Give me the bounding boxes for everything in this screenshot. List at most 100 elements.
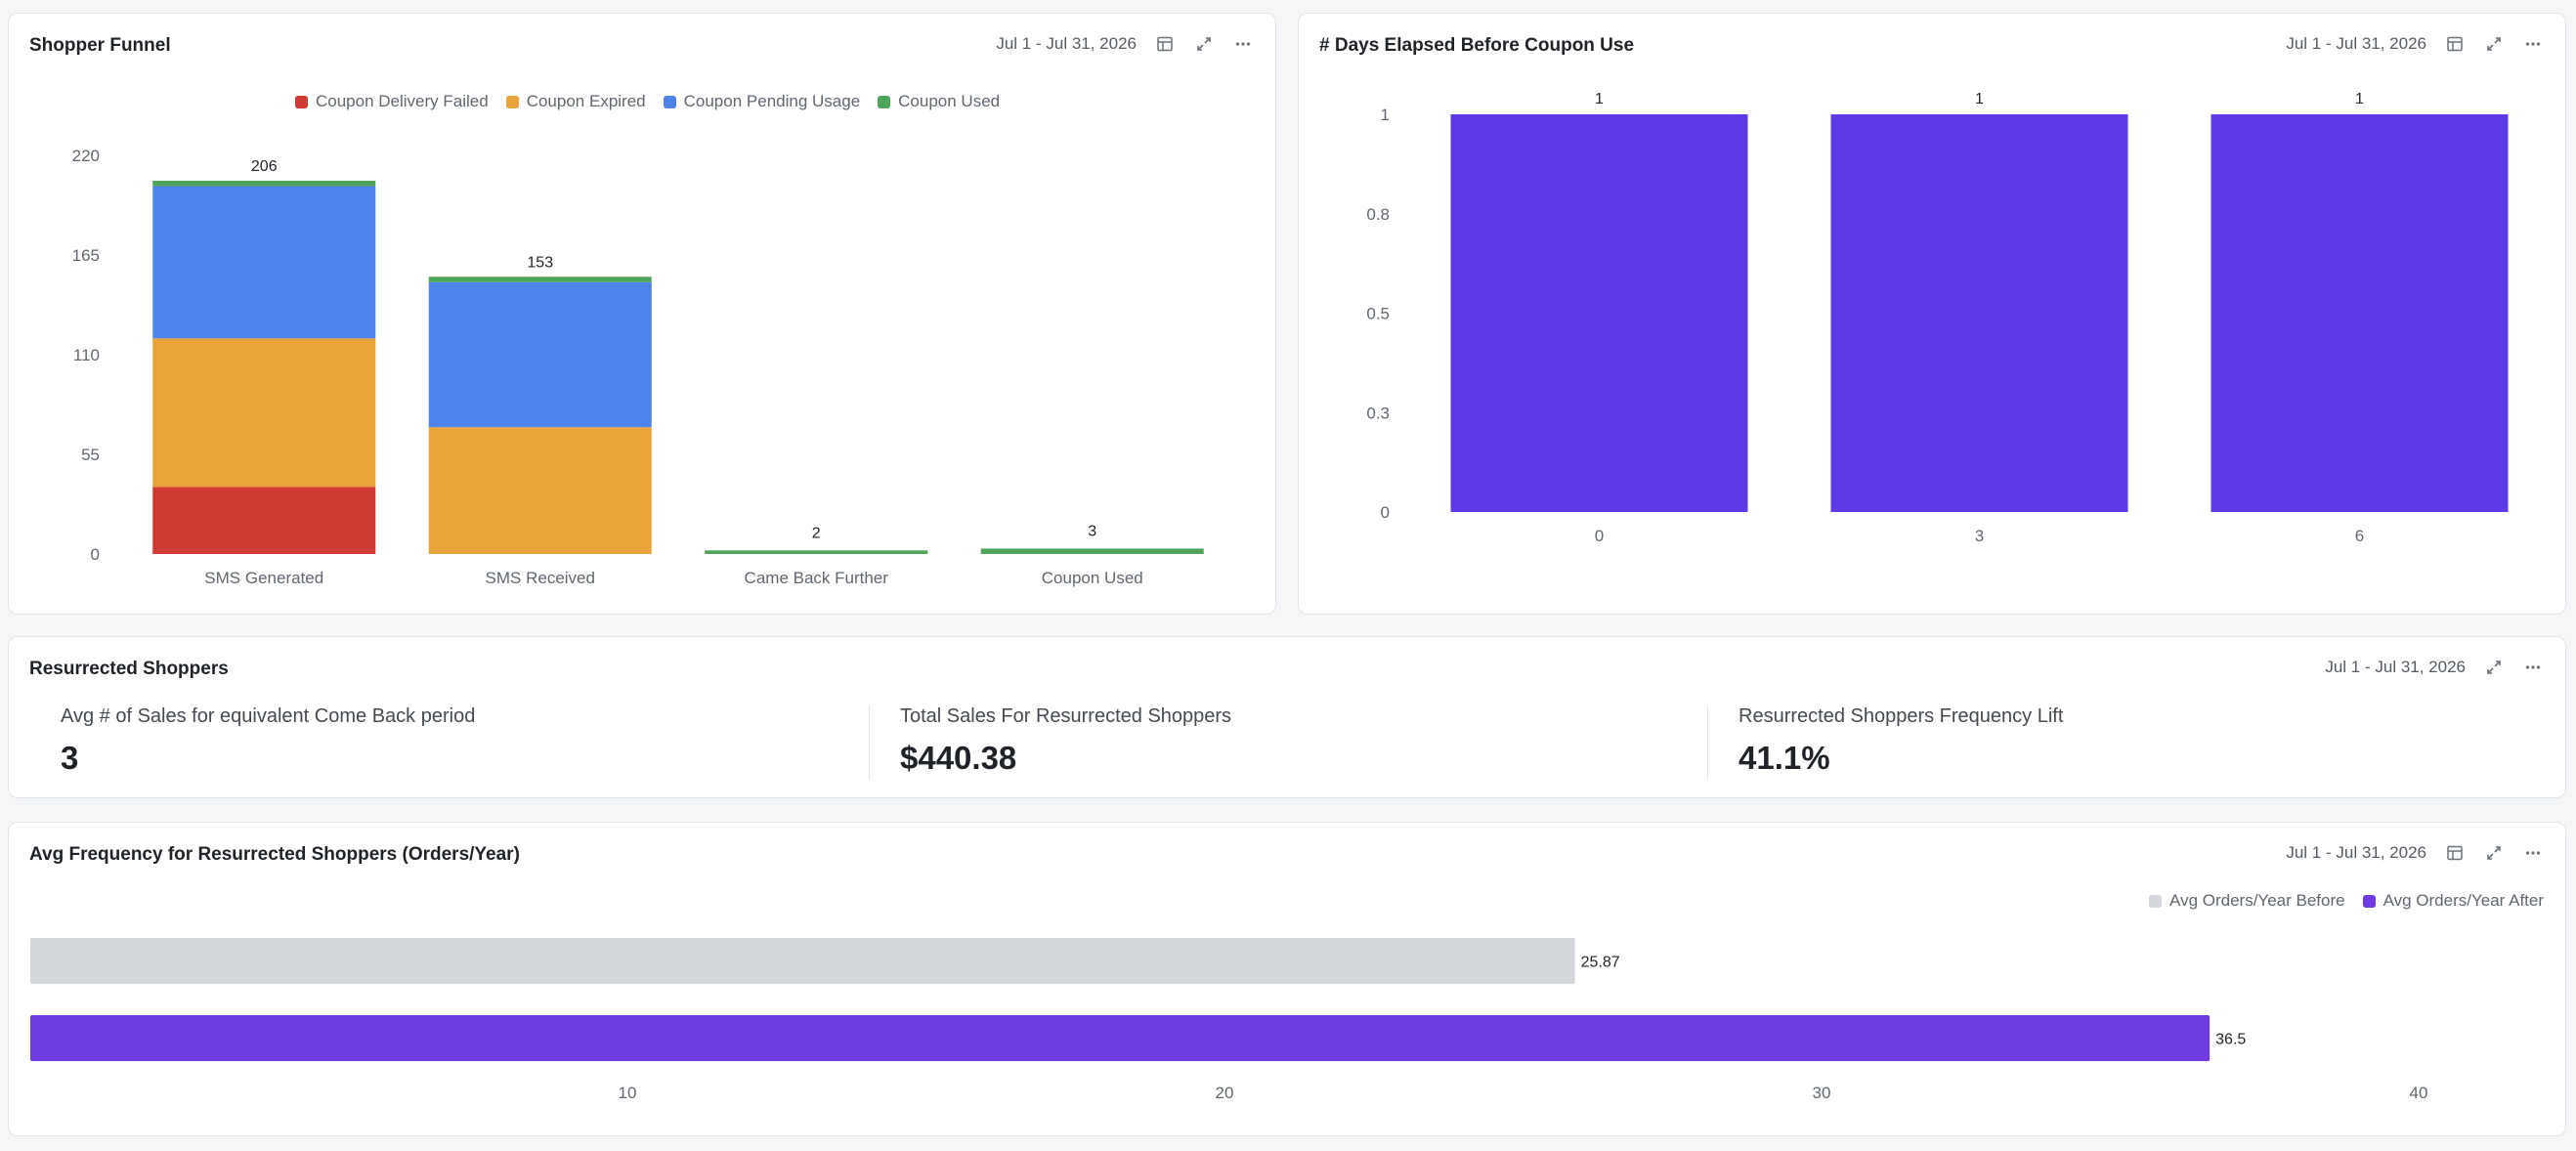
legend-item-after[interactable]: Avg Orders/Year After (2362, 891, 2544, 911)
x-tick-label: 10 (619, 1084, 637, 1102)
avg-frequency-chart: 25.87 36.5 10 20 30 40 (30, 938, 2428, 1102)
legend-item-delivery-failed[interactable]: Coupon Delivery Failed (295, 92, 489, 111)
kpi-value: 41.1% (1739, 740, 1830, 776)
card-title: Avg Frequency for Resurrected Shoppers (… (29, 844, 520, 865)
legend-item-expired[interactable]: Coupon Expired (505, 92, 646, 111)
legend-swatch (295, 95, 308, 108)
bar (30, 1015, 2211, 1061)
x-tick-label: Coupon Used (1042, 569, 1143, 587)
days-elapsed-card: # Days Elapsed Before Coupon Use Jul 1 -… (1298, 13, 2566, 615)
y-tick-label: 0 (1381, 503, 1390, 522)
more-icon[interactable] (2522, 657, 2544, 678)
kpi-value: $440.38 (900, 740, 1017, 776)
avg-frequency-card: Avg Frequency for Resurrected Shoppers (… (8, 822, 2566, 1136)
date-range[interactable]: Jul 1 - Jul 31, 2026 (2286, 34, 2426, 53)
y-tick-label: 0 (91, 545, 100, 564)
kpi-divider (1707, 705, 1708, 780)
x-tick-label: SMS Received (486, 569, 595, 587)
y-tick-label: 1 (1381, 106, 1390, 124)
legend-swatch (878, 95, 891, 108)
x-tick-label: 30 (1813, 1084, 1831, 1102)
bar-value-label: 25.87 (1581, 955, 1620, 971)
legend-item-pending[interactable]: Coupon Pending Usage (663, 92, 861, 111)
bar-value-label: 36.5 (2215, 1032, 2246, 1048)
date-range[interactable]: Jul 1 - Jul 31, 2026 (2325, 658, 2466, 676)
legend-swatch (2149, 894, 2163, 908)
bar-segment (152, 487, 376, 554)
x-tick-label: 0 (1595, 527, 1604, 545)
more-icon[interactable] (1232, 33, 1254, 55)
kpi-label: Total Sales For Resurrected Shoppers (900, 705, 1232, 727)
bar-segment (152, 180, 376, 187)
y-tick-label: 110 (73, 346, 100, 364)
card-toolbar: Jul 1 - Jul 31, 2026 (996, 33, 1254, 55)
x-tick-label: 3 (1975, 527, 1984, 545)
legend-swatch (663, 95, 676, 108)
table-icon[interactable] (2444, 33, 2466, 55)
date-range[interactable]: Jul 1 - Jul 31, 2026 (2286, 843, 2426, 862)
x-tick-label: Came Back Further (745, 569, 889, 587)
bar-segment (428, 281, 652, 428)
chart-legend: Coupon Delivery Failed Coupon Expired Co… (295, 92, 1000, 111)
card-title: Shopper Funnel (29, 35, 171, 56)
y-tick-label: 0.3 (1366, 404, 1390, 422)
x-tick-label: 40 (2410, 1084, 2428, 1102)
kpi-frequency-lift: Resurrected Shoppers Frequency Lift 41.1… (1739, 705, 2063, 777)
bar (30, 938, 1575, 984)
card-toolbar: Jul 1 - Jul 31, 2026 (2325, 657, 2544, 678)
y-tick-label: 0.5 (1366, 305, 1390, 323)
date-range[interactable]: Jul 1 - Jul 31, 2026 (996, 34, 1137, 53)
legend-item-used[interactable]: Coupon Used (878, 92, 1000, 111)
expand-icon[interactable] (2483, 657, 2505, 678)
y-tick-label: 220 (72, 147, 100, 165)
bar-segment (980, 548, 1204, 554)
bar-total-label: 206 (251, 158, 278, 175)
kpi-total-sales: Total Sales For Resurrected Shoppers $44… (900, 705, 1231, 777)
bar-segment (705, 550, 928, 554)
expand-icon[interactable] (2483, 33, 2505, 55)
legend-label: Avg Orders/Year After (2383, 891, 2544, 910)
kpi-avg-sales: Avg # of Sales for equivalent Come Back … (61, 705, 475, 777)
legend-label: Coupon Pending Usage (683, 92, 861, 110)
legend-swatch (2362, 894, 2376, 908)
days-elapsed-chart: 0 0.3 0.5 0.8 1 1 0 1 3 1 6 (1366, 91, 2509, 545)
shopper-funnel-chart: 0 55 110 165 220 206 SMS Generated 153 SMS Recei… (72, 147, 1204, 587)
bar-value-label: 1 (2355, 91, 2364, 107)
y-tick-label: 165 (72, 246, 100, 265)
kpi-value: 3 (61, 740, 79, 776)
legend-label: Coupon Expired (526, 92, 646, 110)
x-tick-label: 6 (2355, 527, 2364, 545)
bar-value-label: 1 (1595, 91, 1604, 107)
card-toolbar: Jul 1 - Jul 31, 2026 (2286, 842, 2544, 864)
bar-segment (428, 427, 652, 554)
x-tick-label: SMS Generated (204, 569, 323, 587)
table-icon[interactable] (1154, 33, 1176, 55)
card-title: Resurrected Shoppers (29, 659, 229, 679)
kpi-divider (869, 705, 870, 780)
y-tick-label: 0.8 (1366, 205, 1390, 224)
expand-icon[interactable] (1193, 33, 1215, 55)
legend-label: Coupon Used (898, 92, 1001, 110)
more-icon[interactable] (2522, 842, 2544, 864)
y-tick-label: 55 (81, 446, 100, 464)
card-toolbar: Jul 1 - Jul 31, 2026 (2286, 33, 2544, 55)
legend-label: Avg Orders/Year Before (2169, 891, 2345, 910)
bar (2211, 114, 2509, 512)
resurrected-shoppers-card: Resurrected Shoppers Jul 1 - Jul 31, 202… (8, 636, 2566, 798)
kpi-label: Avg # of Sales for equivalent Come Back … (61, 705, 476, 727)
x-tick-label: 20 (1216, 1084, 1234, 1102)
bar-total-label: 153 (527, 254, 553, 271)
table-icon[interactable] (2444, 842, 2466, 864)
bar (1450, 114, 1748, 512)
kpi-label: Resurrected Shoppers Frequency Lift (1739, 705, 2064, 727)
bar-segment (152, 338, 376, 488)
legend-item-before[interactable]: Avg Orders/Year Before (2149, 891, 2345, 911)
more-icon[interactable] (2522, 33, 2544, 55)
bar-value-label: 1 (1975, 91, 1984, 107)
expand-icon[interactable] (2483, 842, 2505, 864)
shopper-funnel-card: Shopper Funnel Jul 1 - Jul 31, 2026 Coup… (8, 13, 1276, 615)
bar-total-label: 3 (1088, 523, 1096, 539)
chart-legend: Avg Orders/Year Before Avg Orders/Year A… (2149, 891, 2544, 911)
bar-segment (428, 277, 652, 282)
bar-total-label: 2 (812, 525, 821, 541)
